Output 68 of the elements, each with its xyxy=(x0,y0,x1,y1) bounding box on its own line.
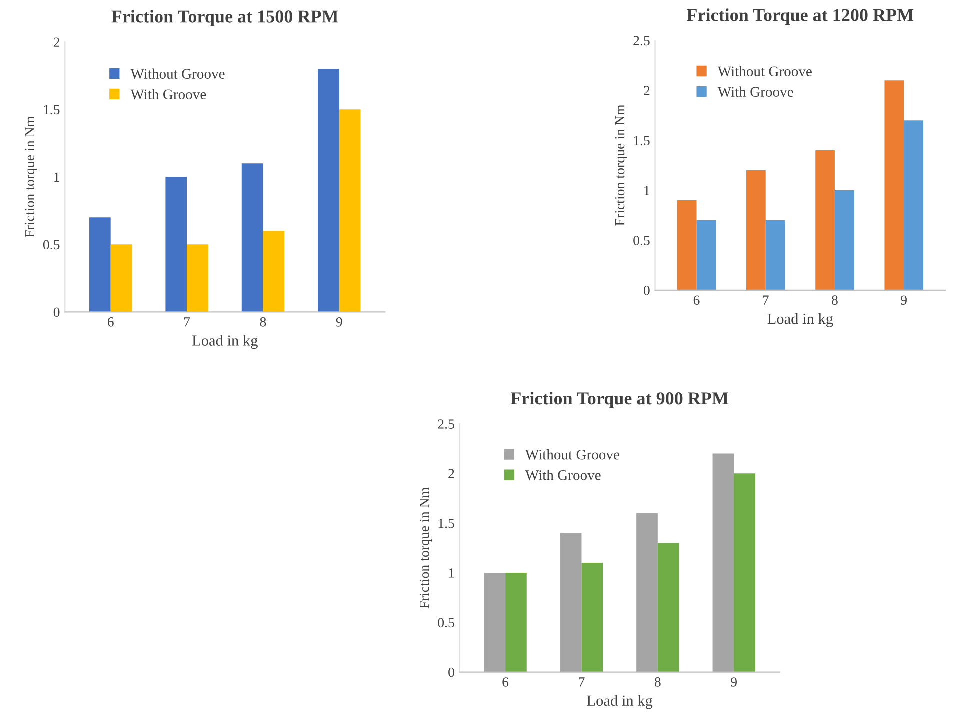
bar xyxy=(582,563,604,672)
x-axis-title: Load in kg xyxy=(768,313,834,328)
chart-title: Friction Torque at 1200 RPM xyxy=(687,8,914,26)
legend-label: With Groove xyxy=(718,86,794,98)
y-tick-label: 1.5 xyxy=(438,518,454,528)
bar xyxy=(816,150,835,290)
legend-label: Without Groove xyxy=(718,66,812,77)
x-axis-title: Load in kg xyxy=(192,335,258,350)
x-tick-label: 9 xyxy=(731,678,738,687)
y-tick-label: 0 xyxy=(448,668,454,678)
bar xyxy=(318,69,340,312)
x-tick-label: 9 xyxy=(901,296,907,306)
x-tick-label: 7 xyxy=(579,678,585,687)
y-tick-label: 2 xyxy=(644,86,650,96)
y-tick-label: 1.5 xyxy=(44,105,60,115)
x-tick-label: 6 xyxy=(108,317,114,327)
bar xyxy=(658,543,680,672)
bar xyxy=(166,177,188,312)
x-tick-label: 9 xyxy=(336,317,342,327)
y-tick-label: 2 xyxy=(54,38,60,47)
x-tick-label: 6 xyxy=(502,678,509,687)
bar xyxy=(339,110,361,312)
bar xyxy=(904,120,924,290)
bar xyxy=(560,533,582,672)
bar xyxy=(263,231,285,312)
bar xyxy=(734,474,756,672)
x-tick-label: 8 xyxy=(654,678,661,687)
y-tick-label: 1 xyxy=(449,568,454,578)
x-tick-label: 8 xyxy=(260,317,266,327)
bar xyxy=(677,200,697,290)
x-tick-label: 8 xyxy=(832,296,838,306)
legend-label: With Groove xyxy=(525,470,601,480)
y-tick-label: 2.5 xyxy=(634,36,650,46)
bar xyxy=(636,513,658,672)
y-tick-label: 2.5 xyxy=(438,420,454,429)
bar xyxy=(746,170,766,290)
legend-label: With Groove xyxy=(130,89,206,100)
y-tick-label: 2 xyxy=(448,469,454,478)
y-tick-label: 1 xyxy=(644,186,650,196)
x-tick-label: 7 xyxy=(184,318,190,327)
y-axis-title: Friction torque in Nm xyxy=(25,116,38,238)
y-tick-label: 1.5 xyxy=(634,136,650,146)
y-tick-label: 0 xyxy=(54,308,60,318)
legend-label: Without Groove xyxy=(525,450,620,460)
bar xyxy=(766,220,786,290)
bar xyxy=(484,572,506,672)
y-axis-title: Friction torque in Nm xyxy=(420,488,432,608)
bar xyxy=(242,164,264,312)
bar xyxy=(187,244,208,312)
bar xyxy=(834,190,854,290)
bar xyxy=(696,220,716,290)
bar xyxy=(90,218,111,312)
bar xyxy=(506,572,527,672)
chart-title: Friction Torque at 1500 RPM xyxy=(112,10,338,27)
y-tick-label: 1 xyxy=(54,172,60,182)
bar xyxy=(110,244,132,312)
legend-label: Without Groove xyxy=(130,68,225,80)
y-tick-label: 0.5 xyxy=(43,240,60,250)
chart-title: Friction Torque at 900 RPM xyxy=(510,392,728,408)
y-axis-title: Friction torque in Nm xyxy=(615,104,628,226)
x-axis-title: Load in kg xyxy=(587,695,653,710)
x-tick-label: 6 xyxy=(694,296,700,306)
bar xyxy=(884,80,904,290)
x-tick-label: 7 xyxy=(763,296,769,305)
bar xyxy=(712,454,734,672)
y-tick-label: 0.5 xyxy=(634,236,650,246)
y-tick-label: 0.5 xyxy=(438,618,454,628)
y-tick-label: 0 xyxy=(644,286,650,296)
